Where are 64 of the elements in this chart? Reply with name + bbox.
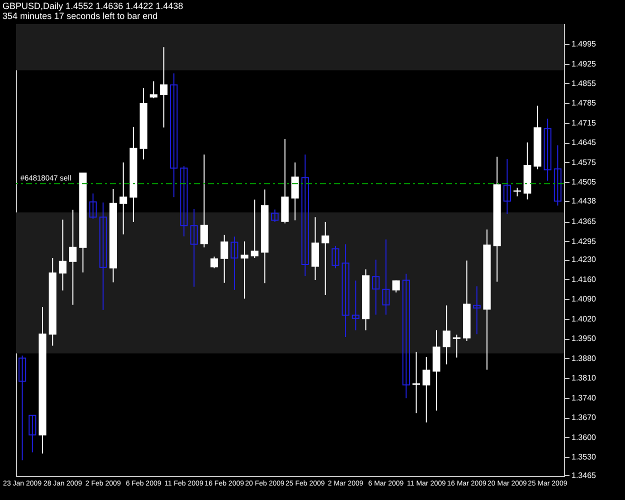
candlestick [382, 238, 390, 316]
candlestick [170, 72, 178, 198]
candlestick [120, 162, 128, 235]
y-tick-label: 1.4020 [572, 314, 597, 324]
candlestick [291, 162, 299, 221]
candlestick [452, 334, 460, 358]
candlestick [442, 304, 450, 365]
candlestick [554, 144, 562, 206]
y-tick-label: 1.3950 [572, 334, 597, 344]
y-tick-label: 1.3465 [572, 470, 597, 480]
candlestick [230, 236, 238, 290]
candlestick [422, 356, 430, 423]
y-tick-label: 1.3600 [572, 432, 597, 442]
y-tick-label: 1.4995 [572, 40, 597, 49]
candlestick [210, 256, 218, 269]
candlestick [352, 280, 360, 331]
candlestick [271, 209, 279, 222]
candlestick [190, 208, 198, 288]
candlestick [240, 240, 248, 300]
y-tick-label: 1.3530 [572, 452, 597, 462]
candlestick [220, 234, 228, 284]
candlestick [412, 351, 420, 414]
y-tick-label: 1.4715 [572, 118, 597, 128]
y-tick-label: 1.4365 [572, 217, 597, 226]
y-tick-label: 1.4925 [572, 59, 597, 68]
candlestick [332, 245, 340, 269]
candlestick [392, 280, 400, 293]
candlestick [150, 80, 158, 99]
candlestick [544, 118, 552, 182]
y-tick-label: 1.3740 [572, 393, 597, 402]
y-tick-label: 1.4160 [572, 274, 597, 284]
candlestick [28, 414, 36, 453]
y-tick-label: 1.3670 [572, 413, 597, 422]
y-tick-label: 1.4645 [572, 138, 597, 148]
candlestick [89, 192, 97, 220]
y-tick-label: 1.4575 [572, 158, 597, 167]
candlestick [503, 158, 511, 215]
candlestick [372, 259, 380, 316]
candlestick [250, 199, 258, 259]
candlestick [200, 154, 208, 248]
y-tick-label: 1.4295 [572, 236, 597, 246]
candlestick [180, 166, 188, 237]
candlestick [432, 330, 440, 412]
candlestick [160, 46, 168, 128]
candlestick [18, 355, 26, 461]
candlestick [301, 154, 309, 277]
y-tick-label: 1.4090 [572, 294, 597, 304]
y-tick-label: 1.3880 [572, 354, 597, 363]
y-tick-label: 1.4855 [572, 78, 597, 88]
text: 354 minutes 17 seconds left to bar end [2, 11, 158, 21]
candlestick [311, 216, 320, 281]
y-tick-label: 1.3810 [572, 374, 597, 383]
y-tick-label: 1.4230 [572, 255, 597, 264]
y-tick-label: 1.4505 [572, 178, 597, 187]
candlestick [402, 273, 410, 399]
candlestick [58, 219, 66, 291]
y-tick-label: 1.4785 [572, 98, 597, 108]
candlestick [342, 244, 350, 338]
candlestick [473, 286, 481, 335]
candlestick [322, 221, 330, 296]
y-tick-label: 1.4438 [572, 196, 597, 206]
candlestick [99, 202, 107, 310]
chart-title: GBPUSD,Daily 1.4552 1.4636 1.4422 1.4438 [2, 1, 184, 11]
candlestick [69, 209, 77, 306]
